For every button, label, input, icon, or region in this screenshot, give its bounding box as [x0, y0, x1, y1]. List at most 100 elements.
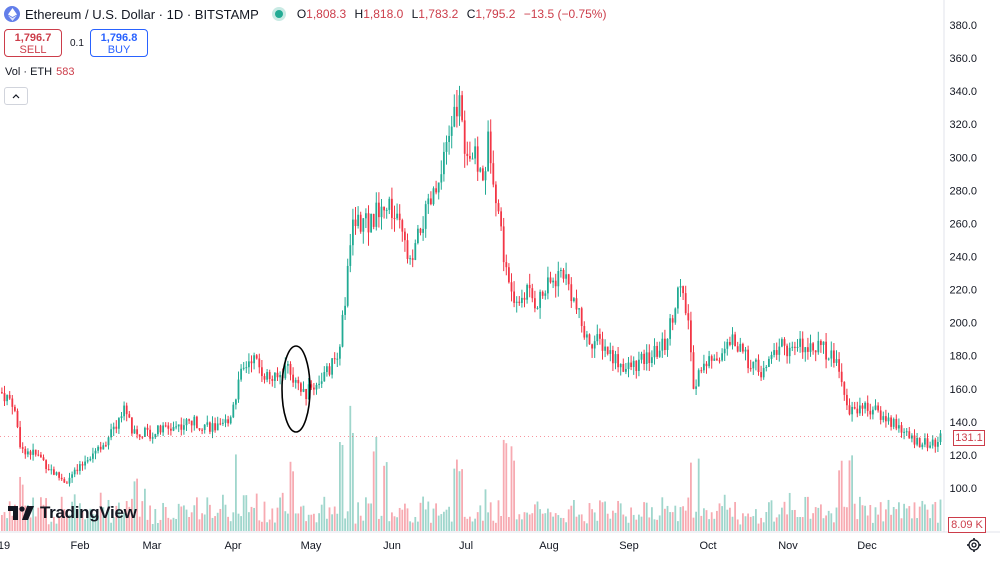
- candle-body: [560, 269, 562, 272]
- candle-body: [339, 346, 341, 359]
- candle-body: [73, 469, 76, 475]
- candle-body: [794, 346, 796, 348]
- volume-bar: [279, 497, 281, 531]
- candle-body: [926, 438, 929, 448]
- candle-body: [638, 359, 640, 371]
- candle-body: [105, 445, 107, 447]
- candle-body: [245, 367, 248, 369]
- volume-bar: [796, 517, 799, 531]
- volume-bar: [188, 516, 190, 531]
- volume-bar: [352, 432, 354, 531]
- volume-bar: [593, 512, 596, 531]
- candle-body: [287, 363, 289, 366]
- volume-bar: [874, 507, 877, 531]
- volume-bar: [905, 508, 908, 531]
- volume-bar: [539, 509, 541, 531]
- candle-body: [489, 131, 492, 164]
- volume-bar: [300, 506, 302, 531]
- candle-body: [651, 357, 653, 364]
- volume-bar: [674, 505, 677, 531]
- volume-bar: [354, 523, 357, 531]
- high-label: H: [354, 7, 364, 21]
- volume-bar: [609, 518, 612, 531]
- chart-legend-header: Ethereum / U.S. Dollar · 1D · BITSTAMP O…: [4, 4, 611, 24]
- x-tick-label: 19: [0, 540, 10, 552]
- volume-bar: [687, 497, 690, 531]
- x-tick-label: Aug: [539, 540, 559, 552]
- candle-body: [476, 146, 479, 172]
- tradingview-logo[interactable]: TradingView: [8, 503, 137, 523]
- volume-bar: [172, 517, 175, 531]
- volume-bar: [591, 509, 593, 531]
- volume-bar: [495, 522, 497, 531]
- candle-body: [479, 168, 482, 172]
- candle-body: [328, 366, 331, 375]
- volume-bar: [255, 493, 258, 531]
- candle-body: [367, 213, 370, 233]
- volume-bar: [885, 509, 887, 531]
- volume-bar: [908, 506, 911, 531]
- y-tick-label: 220.0: [949, 285, 977, 297]
- volume-bar: [809, 518, 812, 531]
- volume-bar: [887, 499, 890, 531]
- candle-body: [692, 352, 695, 389]
- candle-body: [341, 314, 344, 347]
- candle-body: [885, 416, 887, 422]
- symbol-title[interactable]: Ethereum / U.S. Dollar · 1D · BITSTAMP: [25, 6, 259, 22]
- candle-body: [921, 444, 924, 448]
- candle-body: [557, 271, 560, 287]
- volume-bar: [466, 518, 469, 531]
- buy-button[interactable]: 1,796.8 BUY: [90, 29, 148, 57]
- volume-bar: [302, 505, 305, 531]
- volume-bar: [138, 516, 141, 531]
- candle-body: [900, 425, 903, 433]
- candle-body: [531, 288, 534, 299]
- volume-bar: [807, 496, 809, 531]
- candle-body: [697, 370, 700, 387]
- volume-bar: [427, 501, 430, 531]
- volume-bar: [253, 507, 255, 531]
- volume-bar: [209, 504, 211, 531]
- volume-bar: [151, 524, 154, 531]
- volume-bar: [81, 511, 84, 531]
- volume-bar: [406, 508, 409, 531]
- candle-body: [84, 461, 86, 466]
- x-tick-label: Nov: [778, 540, 798, 552]
- candle-body: [362, 218, 365, 232]
- volume-bar: [99, 492, 102, 531]
- volume-bar: [554, 513, 557, 531]
- candle-body: [445, 142, 448, 152]
- volume-bar: [731, 516, 734, 531]
- y-tick-label: 280.0: [949, 185, 977, 197]
- volume-bar: [94, 514, 97, 531]
- candle-body: [580, 308, 583, 327]
- volume-bar: [557, 515, 560, 531]
- candle-body: [619, 364, 622, 368]
- sell-button[interactable]: 1,796.7 SELL: [4, 29, 62, 57]
- candle-body: [833, 350, 835, 363]
- volume-bar: [825, 515, 827, 531]
- candle-body: [599, 334, 601, 339]
- volume-bar: [367, 503, 370, 531]
- candle-body: [822, 341, 825, 345]
- candle-body: [687, 313, 690, 321]
- candle-body: [180, 424, 183, 430]
- volume-bar: [924, 504, 926, 531]
- volume-bar: [102, 507, 105, 531]
- candle-body: [255, 355, 258, 359]
- volume-bar: [640, 516, 643, 531]
- gear-icon[interactable]: [966, 537, 982, 553]
- candle-body: [136, 429, 138, 435]
- candle-body: [846, 394, 848, 406]
- collapse-legend-button[interactable]: [4, 87, 28, 105]
- volume-bar: [50, 521, 53, 531]
- candle-body: [770, 354, 773, 359]
- candle-body: [344, 305, 346, 315]
- candle-body: [115, 426, 118, 429]
- candle-body: [219, 423, 222, 425]
- candle-body: [89, 458, 92, 461]
- volume-bar: [198, 519, 201, 531]
- candle-body: [279, 375, 281, 378]
- candle-body: [237, 379, 240, 400]
